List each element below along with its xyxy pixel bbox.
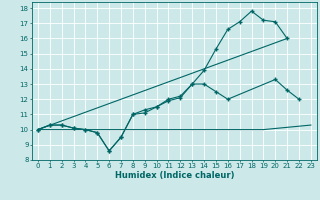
X-axis label: Humidex (Indice chaleur): Humidex (Indice chaleur) (115, 171, 234, 180)
